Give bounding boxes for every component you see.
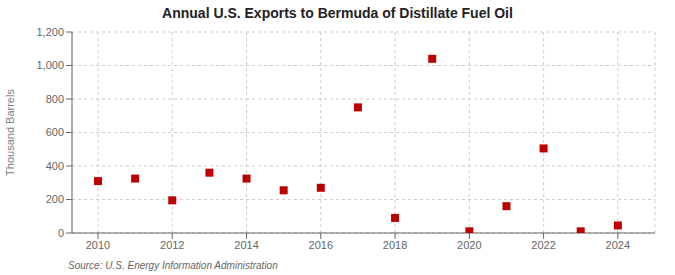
svg-text:2022: 2022 (531, 239, 555, 251)
svg-text:1,000: 1,000 (36, 59, 64, 71)
svg-text:2020: 2020 (457, 239, 481, 251)
svg-text:2012: 2012 (160, 239, 184, 251)
svg-text:200: 200 (46, 193, 64, 205)
svg-text:0: 0 (58, 227, 64, 239)
svg-text:Thousand Barrels: Thousand Barrels (8, 89, 16, 176)
svg-text:600: 600 (46, 126, 64, 138)
svg-text:400: 400 (46, 160, 64, 172)
html-text:Annual U.S. Exports to Bermuda: Annual U.S. Exports to Bermuda of Distil… (162, 5, 513, 21)
svg-text:2016: 2016 (309, 239, 333, 251)
svg-text:2010: 2010 (86, 239, 110, 251)
svg-text:2018: 2018 (383, 239, 407, 251)
svg-text:1,200: 1,200 (36, 26, 64, 38)
svg-text:800: 800 (46, 93, 64, 105)
svg-text:2024: 2024 (606, 239, 630, 251)
svg-text:2014: 2014 (234, 239, 258, 251)
html-text:Source: U.S. Energy Informatio: Source: U.S. Energy Information Administ… (68, 260, 278, 271)
